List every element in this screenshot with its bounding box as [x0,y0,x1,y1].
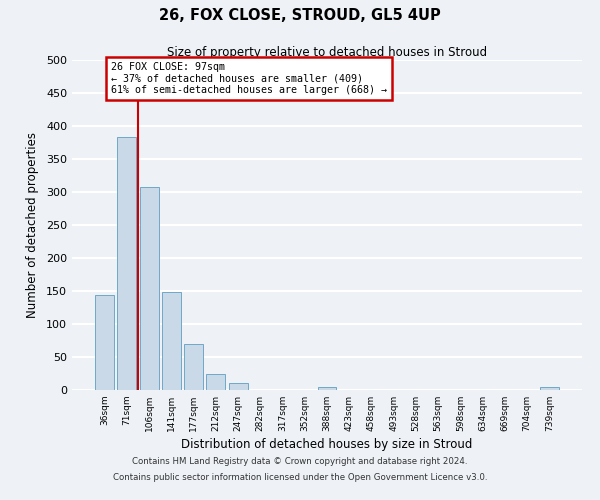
Bar [184,344,203,390]
X-axis label: Distribution of detached houses by size in Stroud: Distribution of detached houses by size … [181,438,473,451]
Bar [118,137,136,390]
Bar [317,386,337,390]
Text: Contains HM Land Registry data © Crown copyright and database right 2024.: Contains HM Land Registry data © Crown c… [132,458,468,466]
Bar [229,384,248,390]
Text: 26, FOX CLOSE, STROUD, GL5 4UP: 26, FOX CLOSE, STROUD, GL5 4UP [159,8,441,22]
Bar [162,292,181,390]
Title: Size of property relative to detached houses in Stroud: Size of property relative to detached ho… [167,46,487,59]
Text: Contains public sector information licensed under the Open Government Licence v3: Contains public sector information licen… [113,472,487,482]
Y-axis label: Number of detached properties: Number of detached properties [26,132,39,318]
Bar [95,295,114,390]
Bar [540,388,559,390]
Bar [140,186,158,390]
Text: 26 FOX CLOSE: 97sqm
← 37% of detached houses are smaller (409)
61% of semi-detac: 26 FOX CLOSE: 97sqm ← 37% of detached ho… [112,62,388,95]
Bar [206,374,225,390]
